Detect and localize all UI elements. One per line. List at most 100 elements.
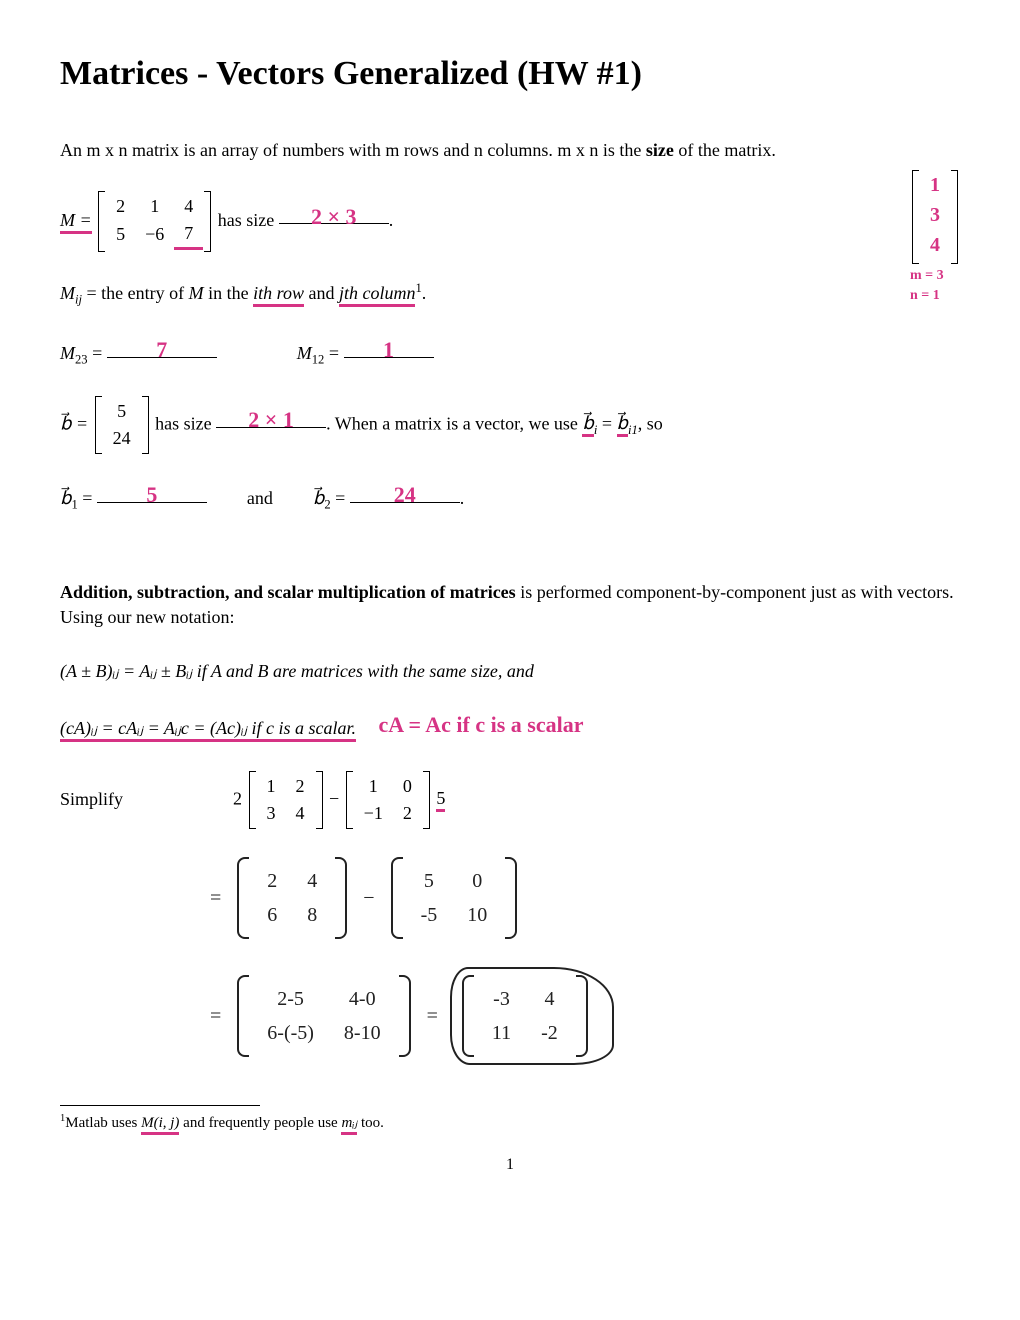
w1m1-11: 8 bbox=[293, 899, 331, 931]
sm1-01: 2 bbox=[286, 773, 315, 800]
w2m1-00: 2-5 bbox=[253, 983, 328, 1015]
page-title: Matrices - Vectors Generalized (HW #1) bbox=[60, 50, 960, 98]
M23-answer: 7 bbox=[156, 337, 167, 362]
Mij-eq: = the entry of bbox=[87, 283, 189, 303]
w1-m1: 24 68 bbox=[237, 857, 347, 939]
b2-blank: 24 bbox=[350, 482, 460, 503]
M23-sub: 23 bbox=[75, 353, 88, 367]
footnote-Mij: M(i, j) bbox=[141, 1115, 179, 1135]
bi1-sub: i1 bbox=[628, 423, 638, 437]
bi-sub: i bbox=[594, 423, 598, 437]
M-label: M = bbox=[60, 210, 92, 234]
M-01: 1 bbox=[135, 193, 174, 220]
b-size-blank: 2 × 1 bbox=[216, 407, 326, 428]
w1m2-00: 5 bbox=[407, 865, 452, 897]
intro-pre: An m x n matrix is an array of numbers w… bbox=[60, 140, 646, 160]
w1m2-01: 0 bbox=[453, 865, 501, 897]
has-size-2: has size bbox=[155, 413, 211, 433]
margin-vec-1: 1 bbox=[920, 170, 950, 200]
Mij-definition: Mij = the entry of M in the ith row and … bbox=[60, 280, 960, 309]
intro-bold: size bbox=[646, 140, 674, 160]
ans-00: -3 bbox=[478, 983, 525, 1015]
has-size-1: has size bbox=[218, 210, 274, 230]
Mij-period: . bbox=[422, 283, 427, 303]
M-00: 2 bbox=[106, 193, 135, 220]
margin-vec-2: 3 bbox=[920, 200, 950, 230]
margin-n: n = 1 bbox=[910, 286, 960, 306]
margin-m: m = 3 bbox=[910, 266, 960, 286]
b1-eq: = bbox=[78, 488, 97, 508]
rule1: (A ± B)ᵢⱼ = Aᵢⱼ ± Bᵢⱼ if A and B are mat… bbox=[60, 659, 960, 684]
M12-answer: 1 bbox=[383, 337, 394, 362]
w2m1-01: 4-0 bbox=[330, 983, 395, 1015]
ops-bold: Addition, subtraction, and scalar multip… bbox=[60, 582, 516, 602]
footnote-rule bbox=[60, 1105, 260, 1106]
bi1: b⃗ bbox=[617, 413, 628, 437]
b1-answer: 5 bbox=[146, 482, 157, 507]
M12-eq: = bbox=[324, 343, 343, 363]
matrix-M: 214 5−67 bbox=[98, 191, 211, 252]
w2m1-11: 8-10 bbox=[330, 1017, 395, 1049]
M-10: 5 bbox=[106, 220, 135, 249]
M-size-answer: 2 × 3 bbox=[311, 204, 357, 229]
w1-eq: = bbox=[210, 884, 221, 912]
w2-ans: -34 11-2 bbox=[462, 975, 588, 1057]
b2-block: b⃗2 = 24. bbox=[313, 482, 464, 514]
ans-10: 11 bbox=[478, 1017, 525, 1049]
w2-m1: 2-54-0 6-(-5)8-10 bbox=[237, 975, 410, 1057]
M23-label: M bbox=[60, 343, 75, 363]
w1m2-11: 10 bbox=[453, 899, 501, 931]
b1-label: b⃗ bbox=[60, 488, 71, 508]
w1-m2: 50 -510 bbox=[391, 857, 518, 939]
sm2-10: −1 bbox=[354, 800, 393, 827]
b1-block: b⃗1 = 5 bbox=[60, 482, 207, 514]
footnote-mid: and frequently people use bbox=[179, 1115, 341, 1131]
Mij-M2: M bbox=[189, 283, 204, 303]
sm2-01: 0 bbox=[393, 773, 422, 800]
w1-minus: − bbox=[363, 884, 374, 912]
Mij-jth: jth column bbox=[339, 283, 416, 307]
b2-label: b⃗ bbox=[313, 488, 324, 508]
b-size-answer: 2 × 1 bbox=[248, 407, 294, 432]
b-1: 24 bbox=[103, 425, 141, 452]
minus: − bbox=[329, 788, 344, 808]
sm1-11: 4 bbox=[286, 800, 315, 827]
b-label: b⃗ = bbox=[60, 413, 88, 433]
b1-blank: 5 bbox=[97, 482, 207, 503]
intro-post: of the matrix. bbox=[674, 140, 776, 160]
M12-label: M bbox=[297, 343, 312, 363]
footnote: 1Matlab uses M(i, j) and frequently peop… bbox=[60, 1112, 960, 1134]
b-0: 5 bbox=[103, 398, 141, 425]
footnote-mij: mᵢⱼ bbox=[341, 1115, 357, 1135]
M12-sub: 12 bbox=[312, 353, 325, 367]
b2-period: . bbox=[460, 488, 465, 508]
ans-11: -2 bbox=[527, 1017, 572, 1049]
vec-b-line: b⃗ = 5 24 has size 2 × 1. When a matrix … bbox=[60, 396, 960, 454]
w1m1-10: 6 bbox=[253, 899, 291, 931]
M23-M12-row: M23 = 7 M12 = 1 bbox=[60, 337, 960, 369]
w1m1-01: 4 bbox=[293, 865, 331, 897]
margin-vector-note: 1 3 4 m = 3 n = 1 bbox=[910, 170, 960, 307]
simplify-label: Simplify bbox=[60, 787, 123, 812]
final-answer-box: -34 11-2 bbox=[450, 967, 614, 1065]
sm2-11: 2 bbox=[393, 800, 422, 827]
simplify-m2: 10 −12 bbox=[346, 771, 430, 829]
b2-eq: = bbox=[331, 488, 350, 508]
bi: b⃗ bbox=[582, 413, 593, 437]
b1-b2-row: b⃗1 = 5 and b⃗2 = 24. bbox=[60, 482, 960, 514]
Mij-sub: ij bbox=[75, 293, 82, 307]
Mij-in: in the bbox=[208, 283, 253, 303]
ans-01: 4 bbox=[527, 983, 572, 1015]
matrix-M-line: M = 214 5−67 has size 2 × 3. bbox=[60, 191, 960, 252]
margin-vec-3: 4 bbox=[920, 230, 950, 260]
M-02: 4 bbox=[174, 193, 203, 220]
M23-block: M23 = 7 bbox=[60, 337, 217, 369]
sm2-00: 1 bbox=[354, 773, 393, 800]
M-12: 7 bbox=[174, 220, 203, 249]
M-size-blank: 2 × 3 bbox=[279, 204, 389, 225]
vec-b-post: . When a matrix is a vector, we use bbox=[326, 413, 582, 433]
b2-answer: 24 bbox=[394, 482, 416, 507]
sm1-10: 3 bbox=[257, 800, 286, 827]
rule2-note: cA = Ac if c is a scalar bbox=[379, 712, 584, 737]
page-number: 1 bbox=[60, 1154, 960, 1176]
